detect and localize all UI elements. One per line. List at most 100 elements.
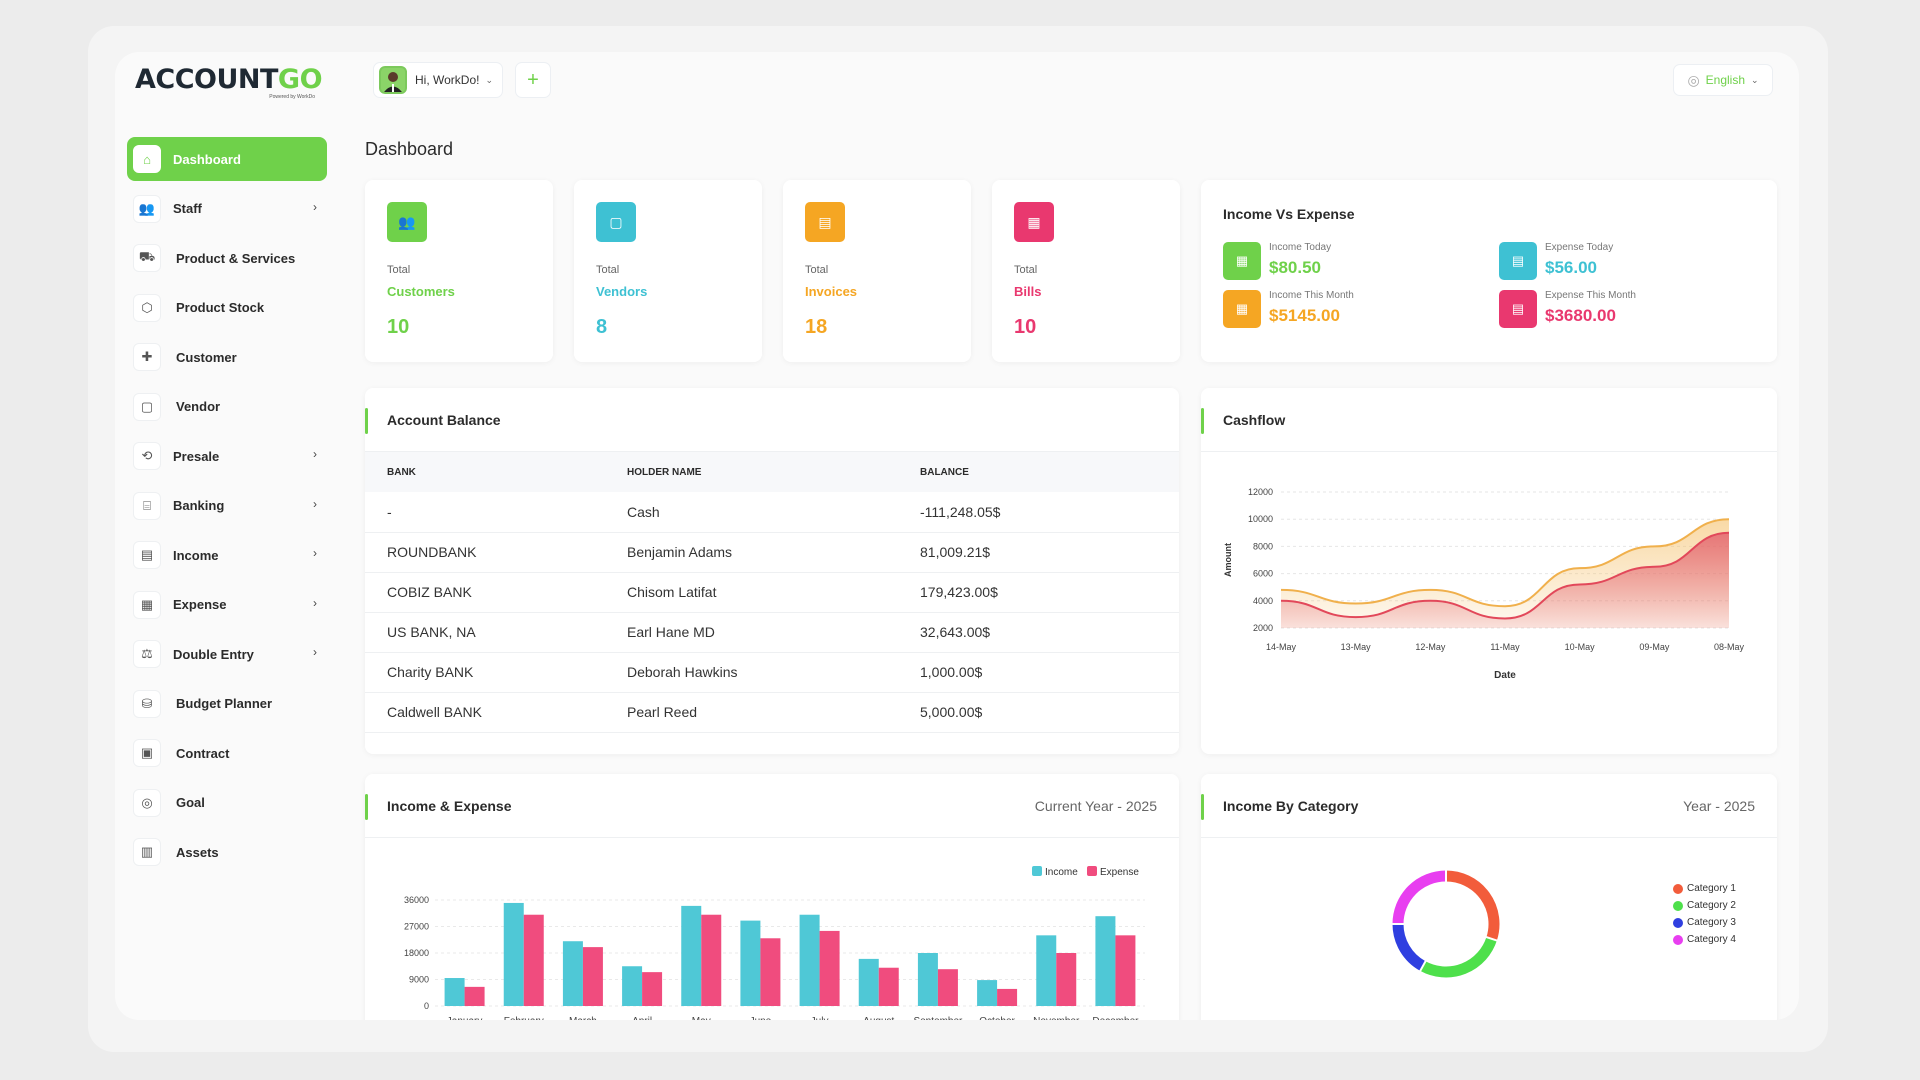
presale-icon: ⟲ (133, 442, 161, 470)
income-bar[interactable] (681, 905, 702, 1006)
sidebar-item-label: Double Entry (173, 646, 254, 662)
expense-bar[interactable] (997, 988, 1018, 1006)
expense-bar[interactable] (701, 914, 722, 1006)
table-cell: - (365, 492, 627, 533)
table-row[interactable]: Charity BANK Deborah Hawkins 1,000.00$ (365, 652, 1179, 693)
x-tick-label: 13-May (1341, 642, 1372, 652)
income-bar[interactable] (917, 953, 938, 1006)
expense-bar[interactable] (937, 969, 958, 1006)
stat-total-label: Total (596, 264, 620, 276)
table-row[interactable]: Caldwell BANK Pearl Reed 5,000.00$ (365, 692, 1179, 733)
income-bar[interactable] (444, 978, 465, 1006)
table-row[interactable]: US BANK, NA Earl Hane MD 32,643.00$ (365, 612, 1179, 653)
expense-bar[interactable] (1115, 935, 1136, 1006)
y-tick-label: 8000 (1253, 541, 1273, 551)
user-menu-button[interactable]: Hi, WorkDo! ⌄ (373, 62, 503, 98)
legend-swatch (1032, 866, 1042, 876)
stat-value: 18 (805, 316, 828, 338)
sidebar-item-banking[interactable]: ⌸ Banking › (127, 484, 327, 528)
y-tick-label: 10000 (1248, 514, 1273, 524)
table-row[interactable]: COBIZ BANK Chisom Latifat 179,423.00$ (365, 572, 1179, 613)
x-tick-label: 10-May (1565, 642, 1596, 652)
app-logo[interactable]: ACCOUNTGO Powered by WorkDo (135, 64, 323, 100)
legend-label: Category 3 (1687, 917, 1736, 928)
expense-bar[interactable] (819, 930, 840, 1006)
stat-card-bills[interactable]: ▦ Total Bills 10 (992, 180, 1180, 362)
sidebar-item-label: Banking (173, 498, 225, 513)
ie-value: $3680.00 (1545, 306, 1616, 325)
income-expense-chart: 0 9000 18000 27000 36000 January February March… (404, 866, 1145, 1020)
sidebar-item-vendor[interactable]: ▢ Vendor (127, 385, 327, 429)
sidebar-item-customer[interactable]: ✚ Customer (127, 335, 327, 379)
sidebar-item-assets[interactable]: ▥ Assets (127, 830, 327, 874)
x-tick-label: 08-May (1714, 642, 1745, 652)
income-bar[interactable] (799, 914, 820, 1006)
chevron-down-icon: ⌄ (1751, 74, 1759, 85)
table-row[interactable]: ROUNDBANK Benjamin Adams 81,009.21$ (365, 532, 1179, 573)
category-slice[interactable] (1420, 936, 1497, 978)
table-cell: COBIZ BANK (365, 572, 627, 613)
expense-bar[interactable] (582, 947, 603, 1006)
x-tick-label: April (632, 1016, 652, 1020)
income-bar[interactable] (858, 958, 879, 1006)
income-bar[interactable] (740, 920, 761, 1006)
category-slice[interactable] (1445, 870, 1500, 941)
legend-item: Category 4 (1673, 931, 1736, 948)
receipt-icon: ▦ (1223, 242, 1261, 280)
category-slice[interactable] (1392, 923, 1426, 971)
sidebar-item-expense[interactable]: ▦ Expense › (127, 583, 327, 627)
table-cell: Caldwell BANK (365, 692, 627, 733)
expense-bar[interactable] (878, 967, 899, 1006)
language-label: English (1705, 73, 1746, 87)
income-bar[interactable] (622, 966, 643, 1006)
sidebar-item-double-entry[interactable]: ⚖ Double Entry › (127, 632, 327, 676)
file-icon: ▤ (1499, 290, 1537, 328)
sidebar-item-contract[interactable]: ▣ Contract (127, 731, 327, 775)
slice-separator (1418, 958, 1428, 974)
income-bar[interactable] (562, 941, 583, 1006)
ie-value: $56.00 (1545, 258, 1597, 277)
sidebar-item-presale[interactable]: ⟲ Presale › (127, 434, 327, 478)
sidebar-item-label: Budget Planner (176, 696, 273, 711)
section-accent-bar (365, 794, 368, 820)
stat-card-vendors[interactable]: ▢ Total Vendors 8 (574, 180, 762, 362)
sidebar-item-staff[interactable]: 👥 Staff › (127, 187, 327, 231)
sidebar-item-budget-planner[interactable]: ⛁ Budget Planner (127, 682, 327, 726)
stat-label: Bills (1014, 284, 1042, 299)
users-icon: 👥 (133, 194, 161, 223)
expense-bar[interactable] (1056, 953, 1077, 1006)
y-tick-label: 18000 (404, 948, 429, 958)
table-cell: Cash (627, 492, 920, 533)
x-tick-label: March (569, 1016, 597, 1020)
language-selector[interactable]: ◎ English ⌄ (1673, 64, 1773, 96)
sidebar-item-goal[interactable]: ◎ Goal (127, 781, 327, 825)
y-tick-label: 27000 (404, 922, 429, 932)
expense-bar[interactable] (760, 938, 781, 1006)
category-slice[interactable] (1392, 870, 1447, 925)
add-button[interactable]: + (515, 62, 551, 98)
table-row[interactable]: - Cash -111,248.05$ (365, 492, 1179, 533)
section-header: Income By Category Year - 2025 (1201, 774, 1777, 838)
stat-label: Invoices (805, 284, 858, 299)
income-bar[interactable] (1095, 916, 1116, 1006)
income-bar[interactable] (503, 902, 524, 1006)
sidebar-item-product-services[interactable]: ⛟ Product & Services (127, 236, 327, 280)
expense-bar[interactable] (464, 986, 485, 1006)
stat-label: Vendors (596, 284, 648, 299)
chevron-right-icon: › (313, 496, 317, 511)
stat-card-invoices[interactable]: ▤ Total Invoices 18 (783, 180, 971, 362)
sidebar-item-dashboard[interactable]: ⌂ Dashboard (127, 137, 327, 181)
stat-card-customers[interactable]: 👥 Total Customers 10 (365, 180, 553, 362)
x-tick-label: 09-May (1639, 642, 1670, 652)
stat-total-label: Total (1014, 264, 1038, 276)
income-bar[interactable] (1036, 935, 1057, 1006)
sidebar-item-income[interactable]: ▤ Income › (127, 533, 327, 577)
y-tick-label: 12000 (1248, 487, 1273, 497)
table-cell: Earl Hane MD (627, 612, 920, 653)
expense-bar[interactable] (523, 914, 544, 1006)
cashflow-line-1 (1280, 518, 1730, 608)
expense-bar[interactable] (642, 972, 663, 1006)
income-bar[interactable] (977, 980, 998, 1006)
sidebar-item-product-stock[interactable]: ⬡ Product Stock (127, 286, 327, 330)
y-tick-label: 9000 (409, 975, 429, 985)
